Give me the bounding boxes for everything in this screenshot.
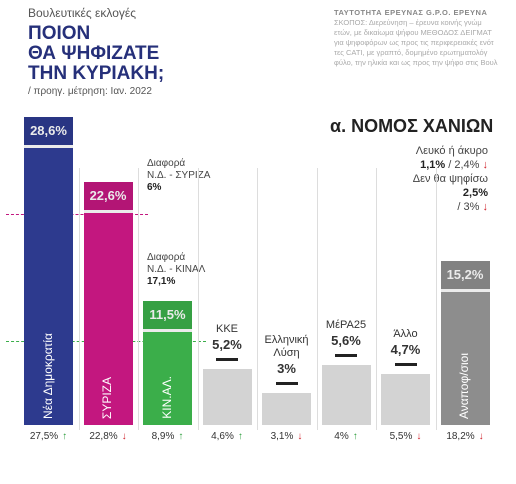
info-line: για ψηφοφόρων ως προς τις περιφερειακές … [334,38,494,47]
label-block: Άλλο 4,7% [377,328,434,367]
annotation-value: 17,1% [147,276,176,287]
previous-value: 3,1% ↓ [256,431,317,442]
previous-label: 8,9% [151,431,175,442]
category-label: Άλλο [393,328,418,341]
bar [83,181,133,425]
trend-arrow: ↓ [482,201,489,213]
previous-label: 4% [334,431,349,442]
previous-value: 8,9% ↑ [137,431,198,442]
annotation-value: 6% [147,182,162,193]
annotation: Διαφορά Ν.Δ. - ΚΙΝΑΛ 17,1% [147,252,205,288]
chart-subtitle: α. ΝΟΜΟΣ ΧΑΝΙΩΝ [330,116,494,136]
annotation-value: / 2,4% [448,159,480,171]
annotation: Λευκό ή άκυρο 1,1% / 2,4% ↓ Δεν θα ψηφίσ… [413,144,488,214]
previous-value: 4,6% ↑ [197,431,258,442]
info-line: φύλο, την ηλικία και ως προς την ψήφο στ… [334,58,498,67]
previous-value: 5,5% ↓ [375,431,436,442]
bar [262,392,311,425]
dash-mark [216,358,238,361]
separator [78,168,80,430]
annotation-text: Δεν θα ψηφίσω [412,173,488,185]
trend-arrow: ↑ [352,431,358,442]
kicker: Βουλευτικές εκλογές [28,6,136,20]
category-label: Αναποφ/σιοι [457,352,471,419]
bar [24,116,73,425]
separator [197,168,199,430]
separator [435,168,437,430]
title-line: ΤΗΝ ΚΥΡΙΑΚΗ; [28,63,165,84]
annotation-value: / 3% [457,201,480,213]
previous-label: 5,5% [389,431,413,442]
category-label: ΣΥΡΙΖΑ [100,376,114,419]
separator [257,168,258,430]
annotation: Διαφορά Ν.Δ. - ΣΥΡΙΖΑ 6% [147,158,210,194]
annotation-text: Λευκό ή άκυρο [415,145,488,157]
annotation-value: 2,5% [462,187,488,199]
category-label: ΚΚΕ [215,323,238,335]
category-label: ΚΙΝ.ΑΛ. [159,376,174,419]
value-label-box: 15,2% [440,261,490,293]
separator [138,168,139,430]
info-line: ετών, με δικαίωμα ψήφου ΜΕΘΟΔΟΣ ΔΕΙΓΜΑΤ [334,28,492,37]
previous-label: 22,8% [89,431,118,442]
trend-arrow: ↓ [478,431,484,442]
value-label: 4,7% [390,342,421,358]
value-label: 5,2% [212,337,242,352]
previous-label: 18,2% [446,431,475,442]
note: / προηγ. μέτρηση: Ιαν. 2022 [28,86,152,97]
category-label: ΜέΡΑ25 [325,318,367,331]
bar [202,368,252,425]
value-label-box: 28,6% [24,116,73,148]
previous-value: 27,5% ↑ [18,431,79,442]
trend-arrow: ↓ [482,159,489,171]
label-block: Ελληνική Λύση 3% [258,334,315,385]
separator [316,168,318,430]
annotation-text: Διαφορά [147,252,186,263]
category-label: Ελληνική Λύση [264,333,309,359]
separator [376,168,377,430]
trend-arrow: ↑ [62,431,68,442]
title-line: ΘΑ ΨΗΦΙΖΑΤΕ [28,43,160,64]
info-line: ΣΚΟΠΟΣ: Διερεύνηση – έρευνα κοινής γνώμ [334,18,482,27]
trend-arrow: ↓ [297,431,303,442]
dash-mark [275,381,298,385]
trend-arrow: ↑ [237,431,243,442]
trend-arrow: ↓ [416,431,422,442]
title: ΠΟΙΟΝ ΘΑ ΨΗΦΙΖΑΤΕ ΤΗΝ ΚΥΡΙΑΚΗ; [28,24,164,84]
title-line: ΠΟΙΟΝ [28,23,91,44]
previous-label: 4,6% [211,431,234,442]
previous-value: 22,8% ↓ [78,431,139,442]
dash-mark [394,363,417,367]
survey-info: ΤΑΥΤΟΤΗΤΑ ΕΡΕΥΝΑΣ G.P.O. ΕΡΕΥΝΑ ΣΚΟΠΟΣ: Δ… [334,8,516,68]
info-line: τες CATI, με γραπτό, δομημένο ερωτηματολ… [334,48,488,57]
guide-line [6,214,148,215]
trend-arrow: ↓ [121,431,127,442]
annotation-text: Ν.Δ. - ΣΥΡΙΖΑ [147,170,211,181]
value-label-box: 11,5% [143,301,192,333]
dash-mark [335,353,357,357]
annotation-text: Ν.Δ. - ΚΙΝΑΛ [147,264,206,275]
info-line: ΤΑΥΤΟΤΗΤΑ ΕΡΕΥΝΑΣ G.P.O. ΕΡΕΥΝΑ [334,8,488,17]
previous-label: 27,5% [29,431,59,442]
category-label: Νέα Δημοκρατία [40,332,55,419]
previous-value: 4% ↑ [316,431,377,442]
value-label: 3% [277,360,296,376]
bar [321,364,371,425]
value-label-box: 22,6% [83,181,133,213]
previous-value: 18,2% ↓ [435,431,496,442]
annotation-value: 1,1% [420,159,446,171]
label-block: ΜέΡΑ25 5,6% [318,319,375,357]
previous-label: 3,1% [270,431,294,442]
label-block: ΚΚΕ 5,2% [199,323,256,361]
annotation-text: Διαφορά [147,158,186,169]
trend-arrow: ↑ [178,431,184,442]
value-label: 5,6% [331,332,361,348]
bar [381,374,430,425]
